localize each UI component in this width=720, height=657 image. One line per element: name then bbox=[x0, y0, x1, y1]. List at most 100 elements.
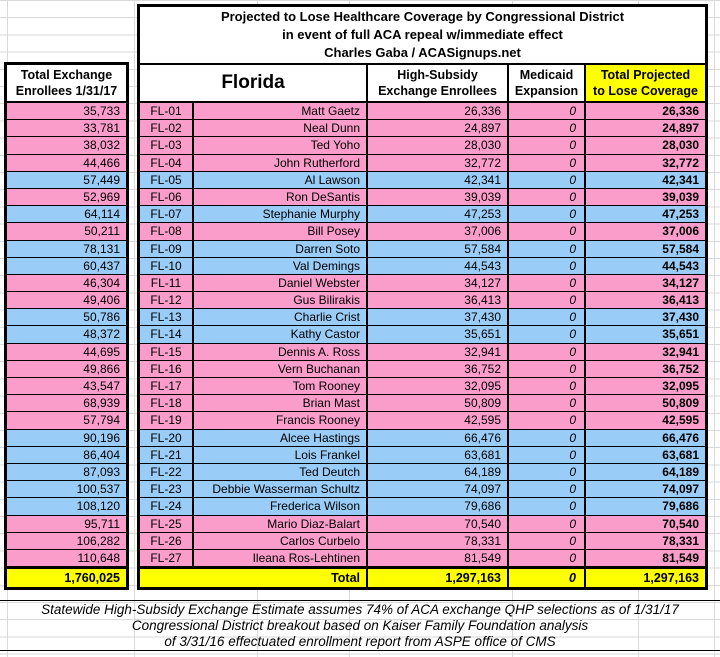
exchange-enrollees-cell[interactable]: 44,695 bbox=[7, 343, 126, 361]
total-coverage-cell[interactable]: 1,297,163 bbox=[643, 571, 699, 586]
coverage-loss-cell[interactable]: 24,897 bbox=[662, 121, 699, 136]
medicaid-cell[interactable]: 0 bbox=[509, 326, 586, 343]
subsidy-cell[interactable]: 74,097 bbox=[368, 481, 509, 498]
coverage-loss-cell[interactable]: 32,095 bbox=[662, 379, 699, 393]
exchange-enrollees-cell[interactable]: 38,032 bbox=[7, 137, 126, 155]
representative-cell[interactable]: Bill Posey bbox=[194, 223, 368, 240]
subsidy-cell[interactable]: 70,540 bbox=[368, 515, 509, 532]
subsidy-cell[interactable]: 64,189 bbox=[368, 463, 509, 481]
medicaid-cell[interactable]: 0 bbox=[509, 481, 586, 498]
district-cell[interactable]: FL-09 bbox=[140, 240, 194, 257]
coverage-loss-cell[interactable]: 57,584 bbox=[662, 241, 699, 256]
exchange-enrollees-total-cell[interactable]: 1,760,025 bbox=[7, 567, 126, 588]
exchange-enrollees-cell[interactable]: 106,282 bbox=[7, 532, 126, 550]
medicaid-cell[interactable]: 0 bbox=[509, 103, 586, 120]
coverage-loss-cell[interactable]: 39,039 bbox=[662, 189, 699, 204]
exchange-enrollees-cell[interactable]: 46,304 bbox=[7, 274, 126, 293]
exchange-enrollees-cell[interactable]: 87,093 bbox=[7, 463, 126, 482]
district-cell[interactable]: FL-20 bbox=[140, 429, 194, 446]
subsidy-cell[interactable]: 36,413 bbox=[368, 292, 509, 309]
district-cell[interactable]: FL-24 bbox=[140, 498, 194, 515]
subsidy-cell[interactable]: 35,651 bbox=[368, 326, 509, 343]
total-label-cell[interactable]: Total bbox=[140, 569, 368, 588]
medicaid-cell[interactable]: 0 bbox=[509, 412, 586, 429]
medicaid-cell[interactable]: 0 bbox=[509, 154, 586, 171]
exchange-enrollees-cell[interactable]: 35,733 bbox=[7, 103, 126, 121]
representative-cell[interactable]: Ron DeSantis bbox=[194, 188, 368, 206]
medicaid-cell[interactable]: 0 bbox=[509, 274, 586, 292]
exchange-enrollees-cell[interactable]: 43,547 bbox=[7, 378, 126, 396]
subsidy-cell[interactable]: 26,336 bbox=[368, 103, 509, 120]
exchange-enrollees-cell[interactable]: 50,211 bbox=[7, 223, 126, 241]
subsidy-cell[interactable]: 39,039 bbox=[368, 188, 509, 206]
coverage-loss-cell[interactable]: 81,549 bbox=[662, 550, 699, 565]
district-cell[interactable]: FL-04 bbox=[140, 154, 194, 171]
coverage-loss-cell[interactable]: 42,595 bbox=[662, 413, 699, 428]
coverage-loss-cell[interactable]: 74,097 bbox=[662, 482, 699, 497]
exchange-enrollees-cell[interactable]: 110,648 bbox=[7, 549, 126, 568]
medicaid-cell[interactable]: 0 bbox=[509, 463, 586, 481]
exchange-enrollees-cell[interactable]: 52,969 bbox=[7, 188, 126, 207]
medicaid-cell[interactable]: 0 bbox=[509, 360, 586, 377]
representative-cell[interactable]: Neal Dunn bbox=[194, 120, 368, 137]
coverage-loss-cell[interactable]: 34,127 bbox=[662, 275, 699, 290]
subsidy-cell[interactable]: 79,686 bbox=[368, 498, 509, 515]
subsidy-cell[interactable]: 42,341 bbox=[368, 171, 509, 188]
district-cell[interactable]: FL-16 bbox=[140, 360, 194, 377]
coverage-loss-cell[interactable]: 37,430 bbox=[662, 310, 699, 325]
subsidy-cell[interactable]: 32,941 bbox=[368, 343, 509, 360]
medicaid-cell[interactable]: 0 bbox=[509, 549, 586, 567]
medicaid-cell[interactable]: 0 bbox=[509, 206, 586, 223]
subsidy-cell[interactable]: 66,476 bbox=[368, 429, 509, 446]
medicaid-cell[interactable]: 0 bbox=[509, 395, 586, 412]
district-cell[interactable]: FL-13 bbox=[140, 309, 194, 326]
district-cell[interactable]: FL-01 bbox=[140, 103, 194, 120]
exchange-enrollees-cell[interactable]: 60,437 bbox=[7, 257, 126, 275]
representative-cell[interactable]: Daniel Webster bbox=[194, 274, 368, 292]
district-cell[interactable]: FL-07 bbox=[140, 206, 194, 223]
district-cell[interactable]: FL-22 bbox=[140, 463, 194, 481]
coverage-loss-cell[interactable]: 37,006 bbox=[662, 224, 699, 239]
representative-cell[interactable]: John Rutherford bbox=[194, 154, 368, 171]
medicaid-cell[interactable]: 0 bbox=[509, 309, 586, 326]
exchange-enrollees-cell[interactable]: 108,120 bbox=[7, 498, 126, 516]
district-cell[interactable]: FL-11 bbox=[140, 274, 194, 292]
representative-cell[interactable]: Kathy Castor bbox=[194, 326, 368, 343]
subsidy-cell[interactable]: 42,595 bbox=[368, 412, 509, 429]
district-cell[interactable]: FL-15 bbox=[140, 343, 194, 360]
table-title[interactable]: Projected to Lose Healthcare Coverage by… bbox=[140, 7, 705, 65]
subsidy-cell[interactable]: 63,681 bbox=[368, 446, 509, 463]
medicaid-cell[interactable]: 0 bbox=[509, 515, 586, 532]
coverage-loss-cell[interactable]: 26,336 bbox=[662, 104, 699, 118]
subsidy-cell[interactable]: 37,430 bbox=[368, 309, 509, 326]
representative-cell[interactable]: Al Lawson bbox=[194, 171, 368, 188]
representative-cell[interactable]: Francis Rooney bbox=[194, 412, 368, 429]
coverage-loss-cell[interactable]: 32,941 bbox=[662, 344, 699, 359]
total-header-cell[interactable]: Total Projected to Lose Coverage bbox=[586, 65, 705, 101]
subsidy-cell[interactable]: 32,095 bbox=[368, 378, 509, 395]
medicaid-cell[interactable]: 0 bbox=[509, 532, 586, 549]
medicaid-cell[interactable]: 0 bbox=[509, 188, 586, 206]
subsidy-cell[interactable]: 37,006 bbox=[368, 223, 509, 240]
district-cell[interactable]: FL-02 bbox=[140, 120, 194, 137]
district-cell[interactable]: FL-06 bbox=[140, 188, 194, 206]
medicaid-cell[interactable]: 0 bbox=[509, 223, 586, 240]
representative-cell[interactable]: Val Demings bbox=[194, 257, 368, 274]
total-medicaid-cell[interactable]: 0 bbox=[509, 569, 586, 588]
exchange-enrollees-cell[interactable]: 33,781 bbox=[7, 120, 126, 138]
subsidy-cell[interactable]: 57,584 bbox=[368, 240, 509, 257]
representative-cell[interactable]: Stephanie Murphy bbox=[194, 206, 368, 223]
representative-cell[interactable]: Lois Frankel bbox=[194, 446, 368, 463]
medicaid-cell[interactable]: 0 bbox=[509, 429, 586, 446]
subsidy-cell[interactable]: 78,331 bbox=[368, 532, 509, 549]
exchange-enrollees-cell[interactable]: 68,939 bbox=[7, 395, 126, 413]
total-subsidy-cell[interactable]: 1,297,163 bbox=[368, 569, 509, 588]
representative-cell[interactable]: Vern Buchanan bbox=[194, 360, 368, 377]
exchange-enrollees-cell[interactable]: 100,537 bbox=[7, 481, 126, 499]
medicaid-cell[interactable]: 0 bbox=[509, 137, 586, 154]
coverage-loss-cell[interactable]: 79,686 bbox=[662, 499, 699, 514]
district-cell[interactable]: FL-17 bbox=[140, 378, 194, 395]
medicaid-cell[interactable]: 0 bbox=[509, 171, 586, 188]
coverage-loss-cell[interactable]: 64,189 bbox=[662, 464, 699, 479]
medicaid-cell[interactable]: 0 bbox=[509, 498, 586, 515]
